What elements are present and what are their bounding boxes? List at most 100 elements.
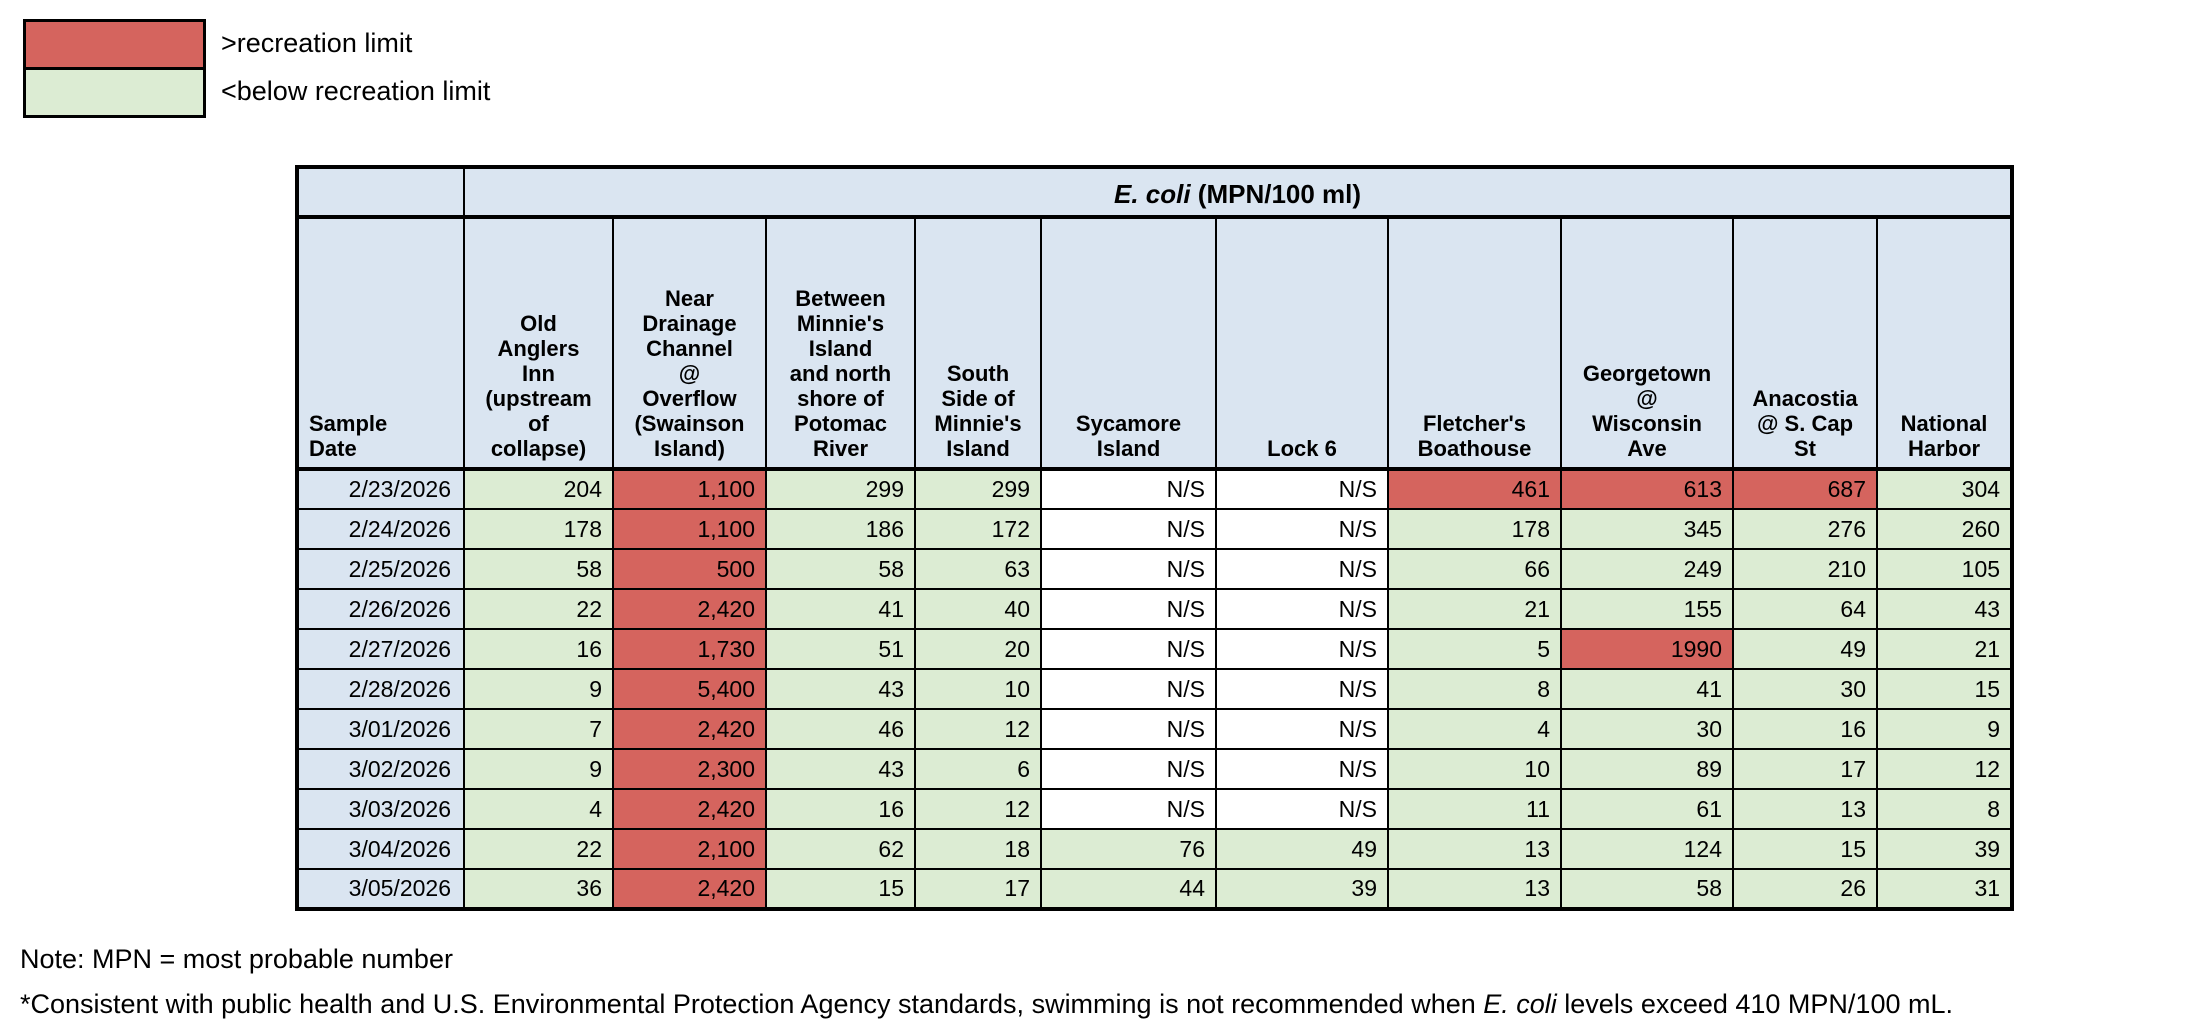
- legend-label-above-limit: >recreation limit: [221, 28, 413, 58]
- value-cell: 5,400: [612, 668, 767, 710]
- value-cell: 16: [765, 788, 916, 830]
- site-header: Old Anglers Inn (upstream of collapse): [463, 216, 614, 471]
- value-cell: N/S: [1215, 468, 1389, 510]
- value-cell: 39: [1215, 868, 1389, 911]
- value-cell: 76: [1040, 828, 1217, 870]
- value-cell: 2,420: [612, 588, 767, 630]
- value-cell: 26: [1732, 868, 1878, 911]
- legend-swatch-below-limit: [26, 70, 203, 115]
- value-cell: N/S: [1215, 548, 1389, 590]
- value-cell: 22: [463, 588, 614, 630]
- date-cell: 2/27/2026: [296, 628, 465, 670]
- value-cell: 16: [1732, 708, 1878, 750]
- value-cell: 62: [765, 828, 916, 870]
- value-cell: 9: [463, 668, 614, 710]
- value-cell: 41: [1560, 668, 1734, 710]
- table-row: 2/23/2026 204 1,100 299 299 N/S N/S 461 613 687 30…: [296, 468, 2014, 510]
- value-cell: 58: [1560, 868, 1734, 911]
- value-cell: 30: [1560, 708, 1734, 750]
- value-cell: 43: [765, 748, 916, 790]
- value-cell: 1990: [1560, 628, 1734, 670]
- value-cell: N/S: [1040, 668, 1217, 710]
- value-cell: 2,420: [612, 868, 767, 911]
- value-cell: 15: [1732, 828, 1878, 870]
- site-header: Anacostia @ S. Cap St: [1732, 216, 1878, 471]
- value-cell: 31: [1875, 868, 2014, 911]
- note-epa-suffix: levels exceed 410 MPN/100 mL.: [1556, 989, 1953, 1019]
- table-row: 3/05/2026 36 2,420 15 17 44 39 13 58 26 31: [296, 868, 2014, 911]
- site-header: Fletcher's Boathouse: [1387, 216, 1562, 471]
- table-title-row: E. coli (MPN/100 ml): [296, 165, 2014, 219]
- date-cell: 3/01/2026: [296, 708, 465, 750]
- value-cell: 260: [1875, 508, 2014, 550]
- footnotes: Note: MPN = most probable number *Consis…: [20, 944, 1953, 1034]
- value-cell: 461: [1387, 468, 1562, 510]
- value-cell: 46: [765, 708, 916, 750]
- value-cell: 66: [1387, 548, 1562, 590]
- value-cell: N/S: [1040, 468, 1217, 510]
- value-cell: 2,420: [612, 788, 767, 830]
- value-cell: 2,300: [612, 748, 767, 790]
- value-cell: 2,420: [612, 708, 767, 750]
- value-cell: 249: [1560, 548, 1734, 590]
- value-cell: 64: [1732, 588, 1878, 630]
- value-cell: N/S: [1215, 628, 1389, 670]
- legend-swatches: [23, 19, 206, 118]
- value-cell: 186: [765, 508, 916, 550]
- site-header: Lock 6: [1215, 216, 1389, 471]
- value-cell: 15: [1875, 668, 2014, 710]
- value-cell: 11: [1387, 788, 1562, 830]
- value-cell: N/S: [1040, 628, 1217, 670]
- legend-labels: >recreation limit <below recreation limi…: [221, 19, 490, 115]
- value-cell: 687: [1732, 468, 1878, 510]
- table-row: 3/03/2026 4 2,420 16 12 N/S N/S 11 61 13 8: [296, 788, 2014, 830]
- value-cell: 51: [765, 628, 916, 670]
- value-cell: 40: [914, 588, 1042, 630]
- table-row: 2/25/2026 58 500 58 63 N/S N/S 66 249 210 105: [296, 548, 2014, 590]
- date-cell: 2/24/2026: [296, 508, 465, 550]
- date-cell: 3/04/2026: [296, 828, 465, 870]
- value-cell: 304: [1875, 468, 2014, 510]
- note-epa-prefix: *Consistent with public health and U.S. …: [20, 989, 1484, 1019]
- value-cell: 172: [914, 508, 1042, 550]
- value-cell: 299: [914, 468, 1042, 510]
- value-cell: 39: [1875, 828, 2014, 870]
- value-cell: 124: [1560, 828, 1734, 870]
- table-row: 3/01/2026 7 2,420 46 12 N/S N/S 4 30 16 9: [296, 708, 2014, 750]
- legend-swatch-above-limit: [26, 22, 203, 70]
- value-cell: 105: [1875, 548, 2014, 590]
- value-cell: 15: [765, 868, 916, 911]
- date-cell: 2/23/2026: [296, 468, 465, 510]
- site-header: Sycamore Island: [1040, 216, 1217, 471]
- table-header-row: Sample Date Old Anglers Inn (upstream of…: [296, 216, 2014, 471]
- value-cell: 1,100: [612, 468, 767, 510]
- value-cell: 500: [612, 548, 767, 590]
- site-header: Georgetown @ Wisconsin Ave: [1560, 216, 1734, 471]
- note-epa-standard: *Consistent with public health and U.S. …: [20, 989, 1953, 1019]
- date-cell: 2/28/2026: [296, 668, 465, 710]
- value-cell: N/S: [1040, 508, 1217, 550]
- value-cell: 36: [463, 868, 614, 911]
- value-cell: 12: [914, 788, 1042, 830]
- site-header: National Harbor: [1875, 216, 2014, 471]
- value-cell: N/S: [1215, 748, 1389, 790]
- value-cell: 58: [463, 548, 614, 590]
- value-cell: 204: [463, 468, 614, 510]
- table-row: 2/27/2026 16 1,730 51 20 N/S N/S 5 1990 49 21: [296, 628, 2014, 670]
- value-cell: 345: [1560, 508, 1734, 550]
- value-cell: 43: [1875, 588, 2014, 630]
- value-cell: 58: [765, 548, 916, 590]
- value-cell: N/S: [1040, 588, 1217, 630]
- value-cell: N/S: [1040, 708, 1217, 750]
- value-cell: N/S: [1040, 748, 1217, 790]
- value-cell: 61: [1560, 788, 1734, 830]
- value-cell: N/S: [1215, 508, 1389, 550]
- date-cell: 2/25/2026: [296, 548, 465, 590]
- value-cell: 12: [1875, 748, 2014, 790]
- value-cell: 178: [463, 508, 614, 550]
- table-title-species: E. coli: [1113, 179, 1191, 209]
- value-cell: N/S: [1215, 588, 1389, 630]
- table-row: 2/26/2026 22 2,420 41 40 N/S N/S 21 155 64 43: [296, 588, 2014, 630]
- table-title: E. coli (MPN/100 ml): [462, 165, 2014, 219]
- value-cell: N/S: [1215, 788, 1389, 830]
